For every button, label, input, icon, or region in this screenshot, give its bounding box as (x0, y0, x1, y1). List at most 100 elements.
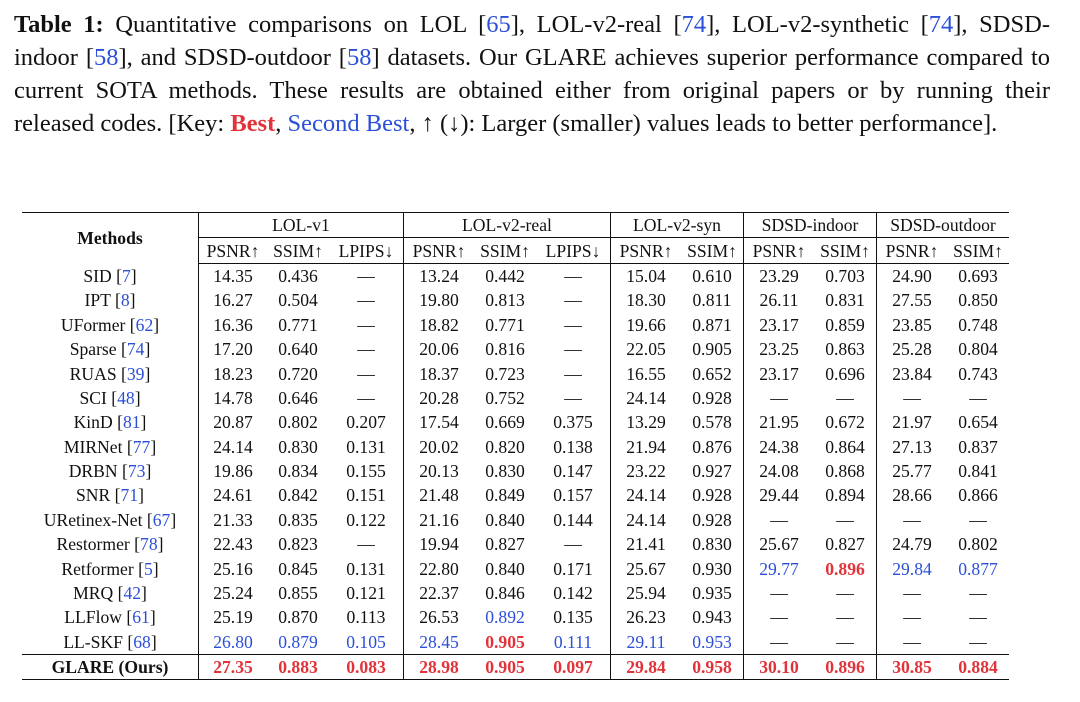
table-cell: — (357, 534, 375, 555)
citation-link[interactable]: 78 (140, 534, 158, 555)
citation-link[interactable]: 48 (117, 387, 135, 408)
table-cell: 0.894 (825, 485, 865, 506)
citation-link[interactable]: 62 (135, 314, 154, 335)
table-cell: 24.14 (610, 385, 681, 411)
table-cell: 0.813 (485, 290, 525, 311)
table-cell: 0.703 (825, 265, 865, 286)
table-row: SCI [48] 14.78 0.646 — 20.28 0.752 — 24.14 0.928… (22, 385, 1009, 411)
table-cell: 0.837 (958, 436, 998, 457)
table-cell: 20.06 (403, 336, 474, 362)
table-cell: — (876, 605, 947, 630)
citation-link[interactable]: 73 (127, 461, 146, 482)
table-cell: 20.28 (403, 385, 474, 411)
key-second-best: Second Best (287, 110, 410, 137)
table-cell: 0.928 (692, 485, 732, 506)
citation-link[interactable]: 42 (123, 583, 142, 604)
table-cell: 0.883 (267, 654, 329, 681)
table-cell: 0.863 (825, 339, 865, 360)
table-cell: — (969, 509, 987, 530)
citation-link[interactable]: 8 (120, 290, 130, 311)
table-cell: 29.77 (743, 556, 814, 581)
table-cell: 0.849 (485, 485, 525, 506)
table-cell: 0.859 (825, 314, 865, 335)
citation-link[interactable]: 65 (486, 11, 511, 38)
table-cell: 29.84 (610, 654, 681, 681)
citation-link[interactable]: 58 (346, 44, 372, 71)
citation-link[interactable]: 5 (143, 558, 153, 579)
table-cell: 0.842 (278, 485, 318, 506)
table-cell: 0.105 (346, 631, 386, 652)
table-cell: 0.155 (346, 461, 386, 482)
table-cell: 0.816 (485, 339, 525, 360)
table-cell: 24.61 (198, 483, 267, 508)
table-cell: 0.958 (681, 654, 744, 681)
table-cell: 0.131 (346, 436, 386, 457)
method-name: MIRNet [77] (63, 436, 157, 457)
table-cell: 0.905 (692, 339, 732, 360)
table-cell: 23.25 (743, 336, 814, 362)
citation-link[interactable]: 67 (152, 509, 171, 530)
citation-link[interactable]: 74 (928, 11, 954, 38)
group-header: LOL-v2-syn (610, 211, 744, 239)
table-cell: 23.22 (610, 458, 681, 484)
citation-link[interactable]: 68 (133, 631, 151, 652)
table-cell: 21.16 (403, 507, 474, 533)
table-cell: 25.94 (610, 580, 681, 606)
table-cell: 17.54 (403, 410, 474, 435)
table-cell: — (743, 507, 814, 533)
table-cell: 29.84 (876, 556, 947, 581)
method-name: SCI [48] (79, 387, 141, 408)
citation-link[interactable]: 71 (120, 485, 139, 506)
table-cell: — (876, 629, 947, 655)
citation-link[interactable]: 74 (681, 11, 707, 38)
table-cell: — (357, 314, 375, 335)
table-cell: 0.171 (553, 558, 593, 579)
table-cell: 0.845 (278, 558, 318, 579)
metric-header: PSNR↑ (198, 237, 267, 264)
table-cell: 27.55 (876, 288, 947, 313)
table-cell: 0.097 (536, 654, 611, 681)
metric-header: SSIM↑ (681, 237, 744, 264)
table-cell: 16.36 (198, 312, 267, 337)
citation-link[interactable]: 77 (132, 436, 151, 457)
table-cell: 21.94 (610, 434, 681, 459)
method-name: Restormer [78] (56, 534, 164, 555)
table-body: SID [7] 14.35 0.436 — 13.24 0.442 — 15.04 0.610 2… (22, 263, 1009, 681)
table-cell: 0.935 (692, 583, 732, 604)
method-name: LL-SKF [68] (63, 631, 157, 652)
table-cell: 25.19 (198, 605, 267, 630)
table-cell: 0.207 (346, 412, 386, 433)
table-cell: — (836, 631, 854, 652)
table-row: DRBN [73] 19.86 0.834 0.155 20.13 0.830 0.147 2… (22, 458, 1009, 484)
citation-link[interactable]: 74 (126, 339, 145, 360)
citation-link[interactable]: 81 (122, 412, 141, 433)
table-cell: 0.823 (278, 534, 318, 555)
methods-header: Methods (22, 212, 199, 264)
table-caption: Table 1: Quantitative comparisons on LOL… (14, 11, 1051, 137)
table-cell: 0.578 (692, 412, 732, 433)
table-cell: 0.846 (485, 583, 525, 604)
metric-header: SSIM↑ (947, 237, 1009, 264)
table-cell: 0.835 (278, 509, 318, 530)
table-cell: — (357, 387, 375, 408)
table-cell: — (969, 607, 987, 628)
table-cell: 26.53 (403, 605, 474, 630)
table-row: UFormer [62] 16.36 0.771 — 18.82 0.771 — 19.66 0… (22, 312, 1009, 337)
metric-header: PSNR↑ (403, 237, 474, 264)
table-cell: 18.30 (610, 288, 681, 313)
table-cell: 19.66 (610, 312, 681, 337)
table-cell: 0.122 (346, 509, 386, 530)
method-name: DRBN [73] (68, 461, 152, 482)
table-cell: 0.834 (278, 461, 318, 482)
table-cell: 0.884 (947, 654, 1009, 681)
citation-link[interactable]: 39 (126, 363, 145, 384)
table-cell: 0.811 (692, 290, 732, 311)
citation-link[interactable]: 7 (121, 265, 131, 286)
table-cell: 0.830 (485, 461, 525, 482)
citation-link[interactable]: 61 (132, 607, 150, 628)
table-cell: 0.696 (825, 363, 865, 384)
citation-link[interactable]: 58 (94, 44, 119, 71)
table-cell: 22.43 (198, 532, 267, 557)
table-cell: 0.820 (485, 436, 525, 457)
table-cell: 23.17 (743, 361, 814, 386)
